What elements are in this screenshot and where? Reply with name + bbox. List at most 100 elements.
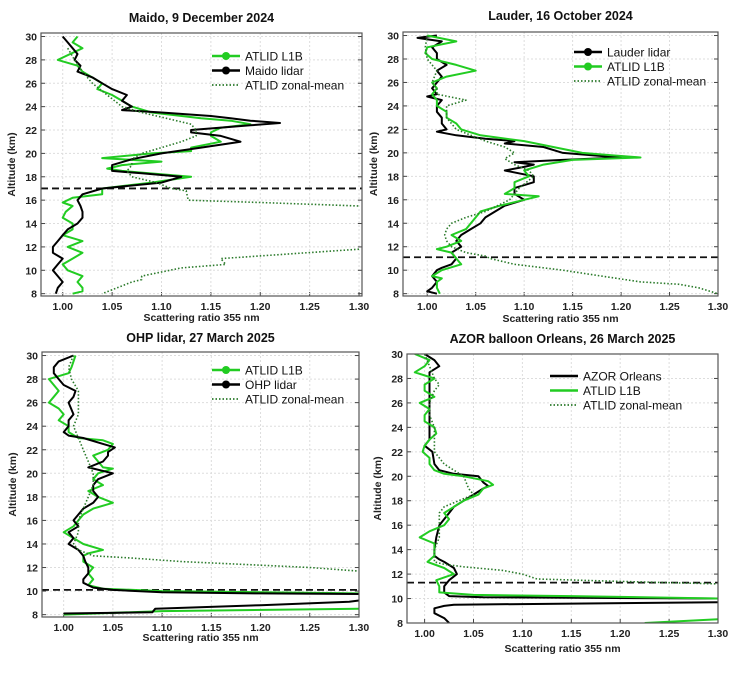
- y-tick-label: 12: [391, 569, 403, 581]
- x-tick-label: 1.20: [250, 301, 271, 313]
- legend-label: ATLID zonal-mean: [583, 399, 682, 413]
- y-tick-label: 18: [26, 492, 38, 504]
- series-line-atlid-l1b: [56, 35, 252, 295]
- series-line-maido-lidar: [51, 35, 281, 295]
- y-tick-label: 24: [391, 422, 403, 434]
- plot-frame: [406, 353, 719, 624]
- y-tick-label: 8: [397, 618, 403, 630]
- y-axis-label: Altitude (km): [6, 132, 18, 196]
- y-tick-label: 14: [391, 545, 403, 557]
- chart-title: AZOR balloon Orleans, 26 March 2025: [450, 332, 676, 346]
- series-line-ohp-lidar: [52, 354, 359, 615]
- chart-title: Lauder, 16 October 2024: [488, 9, 633, 23]
- x-tick-label: 1.20: [610, 628, 631, 640]
- y-tick-label: 22: [391, 447, 403, 459]
- y-tick-label: 14: [26, 539, 38, 551]
- panel-4: 1.00 1.05 1.10 1.15 1.20 1.25 1.30 8 10 12 14 16 18 2…: [372, 332, 728, 655]
- y-axis-label: Altitude (km): [372, 456, 384, 520]
- y-tick-label: 14: [387, 218, 399, 230]
- y-tick-label: 10: [391, 594, 403, 606]
- series-line-atlid-zonal-mean: [424, 35, 718, 295]
- y-tick-label: 12: [25, 242, 37, 254]
- x-tick-label: 1.25: [300, 622, 321, 634]
- legend-label: Maido lidar: [245, 64, 304, 78]
- y-tick-label: 12: [387, 242, 399, 254]
- panel-2: 1.00 1.05 1.10 1.15 1.20 1.25 1.30 8 10 12 14 16 18 2…: [368, 9, 728, 325]
- y-tick-label: 24: [26, 421, 38, 433]
- chart-title: OHP lidar, 27 March 2025: [126, 331, 275, 345]
- legend-label: ATLID zonal-mean: [245, 393, 344, 407]
- y-tick-label: 16: [391, 520, 403, 532]
- y-tick-label: 22: [26, 445, 38, 457]
- plot-frame: [41, 351, 360, 618]
- y-tick-label: 30: [25, 32, 37, 44]
- chart-title: Maido, 9 December 2024: [129, 11, 274, 25]
- y-tick-label: 28: [391, 373, 403, 385]
- y-tick-label: 8: [32, 610, 38, 622]
- y-tick-label: 10: [25, 265, 37, 277]
- legend-label: ATLID zonal-mean: [607, 75, 706, 89]
- x-tick-label: 1.00: [414, 628, 435, 640]
- y-tick-label: 26: [25, 78, 37, 90]
- y-tick-label: 18: [387, 171, 399, 183]
- legend-label: OHP lidar: [245, 378, 297, 392]
- x-axis-label: Scattering ratio 355 nm: [502, 313, 618, 325]
- y-axis-label: Altitude (km): [368, 132, 380, 196]
- x-tick-label: 1.20: [611, 301, 632, 313]
- x-tick-label: 1.30: [349, 622, 370, 634]
- series-line-atlid-zonal-mean: [67, 355, 359, 572]
- y-tick-label: 24: [25, 102, 37, 114]
- plot-frame: [402, 31, 719, 297]
- y-tick-label: 20: [25, 148, 37, 160]
- y-tick-label: 10: [387, 265, 399, 277]
- x-tick-label: 1.10: [151, 301, 172, 313]
- series-line-atlid-zonal-mean: [423, 354, 718, 585]
- x-tick-label: 1.25: [659, 301, 680, 313]
- x-tick-label: 1.15: [562, 301, 583, 313]
- y-tick-label: 12: [26, 563, 38, 575]
- x-tick-label: 1.15: [201, 301, 222, 313]
- y-tick-label: 20: [26, 468, 38, 480]
- plot-frame: [40, 32, 363, 297]
- y-tick-label: 28: [26, 374, 38, 386]
- x-tick-label: 1.05: [102, 301, 123, 313]
- legend-label: ATLID L1B: [583, 384, 641, 398]
- y-tick-label: 28: [387, 54, 399, 66]
- legend-label: ATLID L1B: [245, 364, 303, 378]
- legend-label: ATLID L1B: [607, 60, 665, 74]
- series-line-lauder-lidar: [416, 34, 623, 295]
- x-tick-label: 1.05: [465, 301, 486, 313]
- y-axis-label: Altitude (km): [7, 452, 19, 516]
- y-tick-label: 30: [26, 351, 38, 363]
- y-tick-label: 26: [26, 398, 38, 410]
- x-tick-label: 1.00: [53, 301, 74, 313]
- x-tick-label: 1.10: [514, 301, 535, 313]
- legend-marker: [222, 380, 230, 389]
- y-tick-label: 18: [25, 172, 37, 184]
- y-tick-label: 8: [31, 289, 37, 301]
- y-tick-label: 20: [387, 148, 399, 160]
- y-tick-label: 8: [393, 289, 399, 301]
- y-tick-label: 22: [387, 124, 399, 136]
- x-tick-label: 1.30: [708, 301, 729, 313]
- x-axis-label: Scattering ratio 355 nm: [142, 632, 258, 644]
- x-tick-label: 1.25: [299, 301, 320, 313]
- y-tick-label: 30: [391, 349, 403, 361]
- y-tick-label: 10: [26, 586, 38, 598]
- panel-1: 1.00 1.05 1.10 1.15 1.20 1.25 1.30 8 10 12 14 16 18 2…: [6, 11, 369, 324]
- series-line-atlid-l1b: [413, 354, 718, 623]
- x-tick-label: 1.15: [561, 628, 582, 640]
- y-tick-label: 26: [387, 77, 399, 89]
- x-tick-label: 1.10: [512, 628, 533, 640]
- legend-marker: [222, 66, 230, 75]
- y-tick-label: 16: [26, 515, 38, 527]
- y-tick-label: 20: [391, 471, 403, 483]
- y-tick-label: 18: [391, 496, 403, 508]
- legend-marker: [222, 52, 230, 60]
- y-tick-label: 24: [387, 101, 399, 113]
- x-tick-label: 1.05: [103, 622, 124, 634]
- x-tick-label: 1.05: [463, 628, 484, 640]
- y-tick-label: 28: [25, 55, 37, 67]
